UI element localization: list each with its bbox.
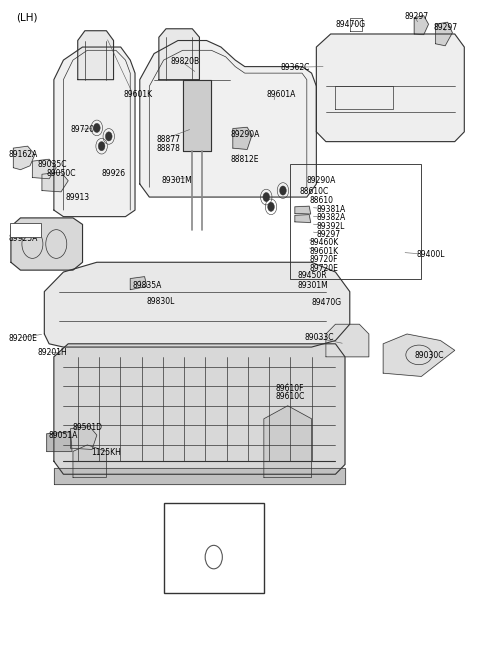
Text: 89470G: 89470G [336, 20, 366, 29]
Text: 89035C: 89035C [37, 160, 67, 169]
Polygon shape [159, 29, 199, 80]
Text: 89050C: 89050C [47, 169, 76, 178]
Text: 89392L: 89392L [316, 222, 345, 231]
Text: 88610: 88610 [309, 196, 333, 205]
Text: 89297: 89297 [405, 12, 429, 21]
Text: 89601A: 89601A [266, 90, 296, 98]
FancyBboxPatch shape [10, 223, 41, 238]
Circle shape [94, 123, 100, 132]
Circle shape [268, 202, 275, 212]
Polygon shape [47, 432, 72, 451]
Text: 89400L: 89400L [417, 250, 445, 259]
Text: 1125KH: 1125KH [91, 448, 121, 457]
Text: 89033C: 89033C [304, 333, 334, 343]
Text: 89720F: 89720F [71, 125, 99, 134]
Text: 89601K: 89601K [309, 247, 338, 255]
Circle shape [263, 193, 270, 202]
Polygon shape [316, 34, 464, 141]
Polygon shape [130, 276, 147, 290]
Polygon shape [78, 31, 114, 80]
Text: 89610C: 89610C [276, 392, 305, 401]
Polygon shape [54, 47, 135, 217]
Text: 89297: 89297 [433, 23, 457, 32]
Text: 89051A: 89051A [48, 431, 78, 440]
Polygon shape [414, 16, 429, 35]
Polygon shape [44, 262, 350, 347]
Text: 89290A: 89290A [230, 130, 260, 139]
Polygon shape [295, 215, 311, 223]
Text: 89470G: 89470G [312, 297, 342, 307]
Polygon shape [54, 468, 345, 484]
Text: 89601K: 89601K [123, 90, 152, 98]
Polygon shape [33, 159, 56, 179]
Polygon shape [140, 41, 316, 197]
Polygon shape [383, 334, 455, 377]
Polygon shape [42, 172, 68, 192]
Polygon shape [73, 445, 107, 477]
Text: 89900: 89900 [11, 225, 35, 234]
Text: 89913: 89913 [66, 193, 90, 202]
Text: 89382A: 89382A [316, 214, 346, 223]
Text: 89297: 89297 [316, 231, 340, 239]
Text: 88878: 88878 [156, 143, 180, 153]
Text: 89162A: 89162A [9, 150, 38, 159]
Circle shape [98, 141, 105, 151]
Text: 89030C: 89030C [414, 351, 444, 360]
Text: 88812E: 88812E [230, 155, 259, 164]
Polygon shape [54, 344, 345, 474]
Text: 89290A: 89290A [307, 176, 336, 185]
Text: (LH): (LH) [16, 12, 37, 23]
Text: 89450R: 89450R [297, 271, 327, 280]
Text: 89720E: 89720E [309, 264, 338, 272]
Polygon shape [11, 218, 83, 270]
Polygon shape [295, 206, 311, 214]
Polygon shape [436, 22, 452, 46]
Text: 89925A: 89925A [9, 234, 38, 242]
Text: 89830L: 89830L [147, 297, 175, 306]
Polygon shape [326, 324, 369, 357]
Text: 88610C: 88610C [300, 187, 329, 196]
Circle shape [106, 132, 112, 141]
Text: 89301M: 89301M [161, 176, 192, 185]
Circle shape [280, 186, 286, 195]
Text: 89362C: 89362C [281, 64, 310, 73]
Text: 89835A: 89835A [132, 280, 162, 290]
Text: 89501D: 89501D [72, 422, 102, 432]
Polygon shape [13, 146, 35, 170]
FancyBboxPatch shape [164, 503, 264, 593]
Text: 89301M: 89301M [297, 281, 328, 290]
Text: 89720F: 89720F [309, 255, 338, 264]
Polygon shape [233, 127, 252, 149]
Polygon shape [183, 80, 211, 151]
Text: 89820B: 89820B [171, 57, 200, 66]
Text: 89460K: 89460K [309, 238, 338, 247]
Text: 89200E: 89200E [9, 334, 37, 343]
Polygon shape [71, 426, 97, 449]
Text: 86549: 86549 [200, 524, 228, 533]
Text: 89926: 89926 [102, 169, 126, 178]
Text: 89381A: 89381A [316, 205, 346, 214]
Polygon shape [264, 405, 312, 477]
Text: 89610F: 89610F [276, 384, 304, 392]
Text: 89201H: 89201H [37, 348, 67, 357]
Text: 88877: 88877 [156, 135, 180, 144]
